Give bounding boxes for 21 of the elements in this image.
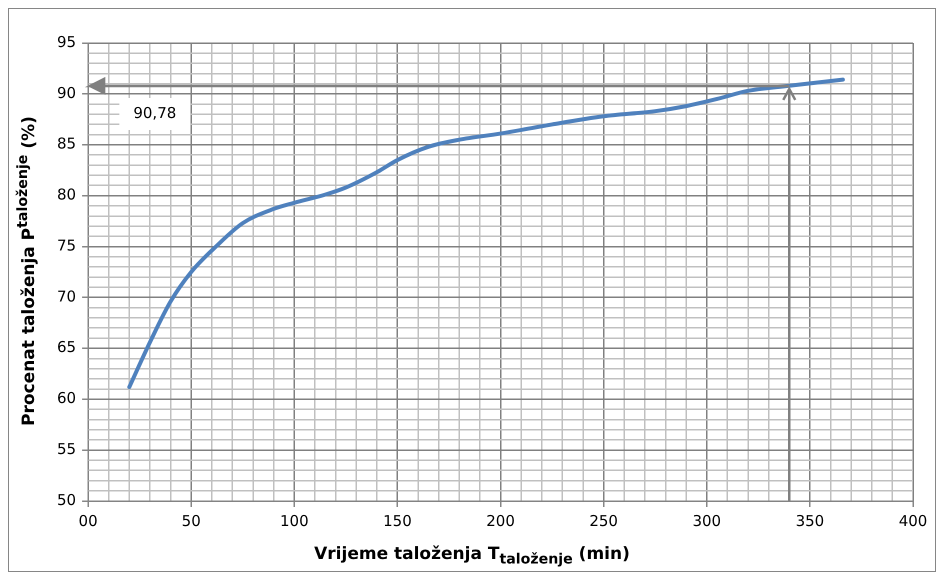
y-tick-label: 65 [56, 338, 76, 356]
ref-line-label: 90,78 [133, 104, 176, 122]
y-tick-label: 95 [56, 32, 76, 51]
x-tick-label: 400 [898, 512, 928, 530]
y-tick-label: 60 [56, 389, 76, 408]
x-tick-label: 250 [589, 512, 618, 530]
y-tick-label: 85 [56, 134, 76, 153]
y-tick-label: 50 [56, 490, 76, 509]
x-axis-title: Vrijeme taloženja T$_{taloženje}$ (min) [313, 544, 631, 567]
y-tick-label: 90 [56, 84, 76, 102]
x-tick-label: 50 [182, 512, 201, 530]
y-tick-label: 80 [56, 186, 76, 204]
x-tick-label: 150 [383, 512, 412, 530]
y-tick-label: 70 [56, 287, 76, 306]
x-tick-label: 00 [78, 512, 98, 530]
x-tick-label: 300 [692, 512, 722, 530]
y-tick-label: 55 [56, 440, 76, 458]
x-tick-label: 350 [796, 512, 824, 530]
x-tick-label: 100 [280, 512, 309, 530]
x-tick-label: 200 [486, 512, 515, 530]
y-tick-label: 75 [56, 236, 76, 254]
